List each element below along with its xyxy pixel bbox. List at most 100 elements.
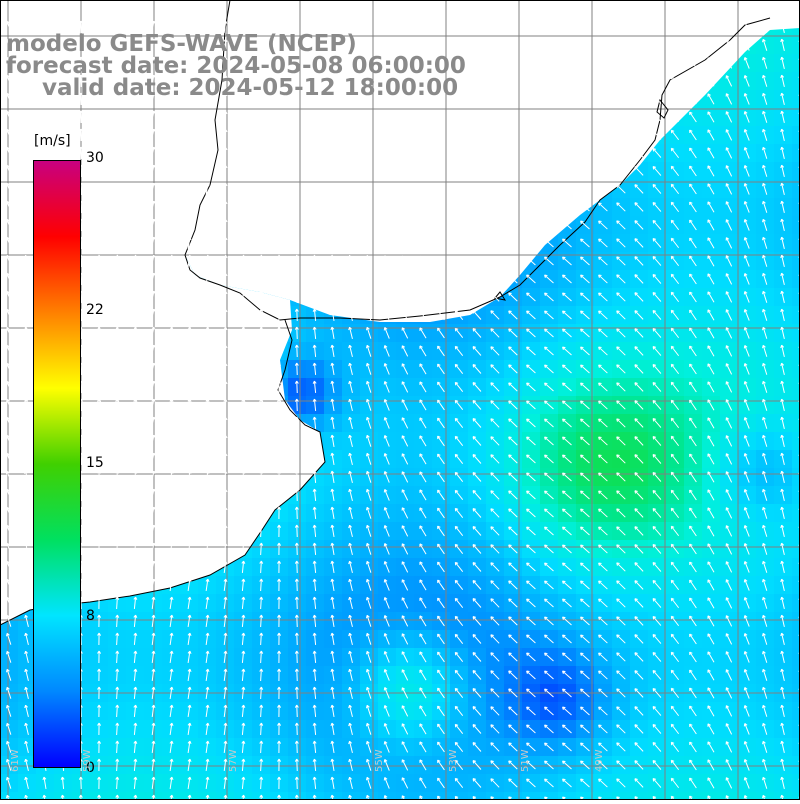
wind-vector-arrow bbox=[725, 183, 733, 195]
wind-vector-arrow bbox=[205, 218, 210, 232]
wind-vector-arrow bbox=[115, 632, 120, 646]
wind-vector-arrow bbox=[348, 524, 353, 537]
wind-vector-arrow bbox=[223, 20, 228, 34]
wind-vector-arrow bbox=[616, 760, 626, 770]
wind-vector-arrow bbox=[544, 562, 554, 572]
wind-vector-arrow bbox=[762, 668, 768, 681]
wind-vector-arrow bbox=[508, 22, 518, 32]
wind-vector-arrow bbox=[24, 434, 29, 447]
wind-vector-arrow bbox=[419, 633, 427, 645]
wind-vector-arrow bbox=[259, 722, 264, 736]
wind-vector-arrow bbox=[78, 38, 83, 52]
wind-vector-arrow bbox=[580, 256, 590, 266]
wind-vector-arrow bbox=[780, 776, 785, 789]
wind-vector-arrow bbox=[544, 184, 554, 194]
wind-vector-arrow bbox=[365, 416, 372, 429]
wind-vector-arrow bbox=[241, 92, 246, 106]
wind-vector-arrow bbox=[472, 292, 482, 302]
wind-vector-arrow bbox=[151, 722, 156, 736]
wind-vector-arrow bbox=[330, 164, 335, 177]
wind-vector-arrow bbox=[652, 633, 662, 644]
wind-vector-arrow bbox=[652, 651, 662, 662]
wind-vector-arrow bbox=[780, 20, 785, 33]
wind-vector-arrow bbox=[24, 254, 29, 267]
wind-vector-arrow bbox=[652, 507, 662, 518]
wind-vector-arrow bbox=[725, 345, 733, 357]
colorbar-tick-22: 22 bbox=[86, 302, 104, 318]
wind-vector-arrow bbox=[151, 38, 156, 52]
wind-vector-arrow bbox=[598, 364, 608, 374]
wind-vector-arrow bbox=[454, 147, 464, 159]
wind-vector-arrow bbox=[169, 200, 174, 214]
wind-vector-arrow bbox=[348, 182, 353, 195]
wind-vector-arrow bbox=[616, 238, 626, 248]
wind-vector-arrow bbox=[277, 272, 282, 286]
wind-speed-cell bbox=[792, 360, 800, 378]
wind-vector-arrow bbox=[598, 562, 608, 572]
wind-vector-arrow bbox=[544, 778, 554, 788]
wind-vector-arrow bbox=[259, 686, 264, 700]
wind-vector-arrow bbox=[689, 669, 697, 681]
wind-vector-arrow bbox=[508, 94, 518, 104]
wind-vector-arrow bbox=[762, 614, 768, 627]
wind-vector-arrow bbox=[24, 416, 29, 429]
wind-vector-arrow bbox=[223, 596, 228, 610]
wind-vector-arrow bbox=[454, 129, 464, 141]
wind-vector-arrow bbox=[115, 560, 120, 574]
wind-vector-arrow bbox=[383, 723, 390, 735]
wind-vector-arrow bbox=[133, 686, 138, 700]
wind-vector-arrow bbox=[169, 488, 174, 502]
wind-vector-arrow bbox=[725, 129, 733, 141]
wind-vector-arrow bbox=[562, 112, 572, 122]
wind-vector-arrow bbox=[762, 632, 768, 645]
wind-vector-arrow bbox=[725, 507, 733, 519]
wind-vector-arrow bbox=[562, 688, 572, 698]
wind-vector-arrow bbox=[580, 742, 590, 752]
wind-vector-arrow bbox=[97, 92, 102, 106]
wind-vector-arrow bbox=[401, 525, 409, 537]
wind-vector-arrow bbox=[437, 147, 445, 159]
wind-vector-arrow bbox=[241, 344, 246, 358]
wind-vector-arrow bbox=[725, 147, 733, 159]
wind-vector-arrow bbox=[598, 58, 608, 68]
wind-vector-arrow bbox=[544, 634, 554, 644]
wind-vector-arrow bbox=[205, 506, 210, 520]
wind-vector-arrow bbox=[689, 237, 697, 249]
wind-vector-arrow bbox=[312, 722, 317, 736]
wind-vector-arrow bbox=[743, 777, 750, 789]
wind-vector-arrow bbox=[401, 75, 409, 87]
wind-vector-arrow bbox=[437, 165, 445, 177]
wind-vector-arrow bbox=[598, 130, 608, 140]
wind-vector-arrow bbox=[133, 704, 138, 718]
wind-vector-arrow bbox=[544, 652, 554, 662]
wind-vector-arrow bbox=[762, 596, 768, 609]
wind-vector-arrow bbox=[743, 561, 750, 573]
wind-vector-arrow bbox=[419, 543, 427, 555]
wind-speed-cell bbox=[792, 234, 800, 252]
wind-vector-arrow bbox=[169, 38, 174, 52]
wind-vector-arrow bbox=[330, 542, 335, 555]
wind-vector-arrow bbox=[365, 344, 372, 357]
wind-vector-arrow bbox=[383, 93, 390, 105]
wind-vector-arrow bbox=[330, 524, 335, 537]
wind-vector-arrow bbox=[294, 758, 299, 772]
wind-vector-arrow bbox=[294, 560, 299, 574]
wind-vector-arrow bbox=[294, 434, 299, 448]
wind-vector-arrow bbox=[689, 777, 697, 789]
wind-vector-arrow bbox=[151, 758, 156, 772]
wind-vector-arrow bbox=[616, 580, 626, 590]
wind-vector-arrow bbox=[151, 56, 156, 70]
wind-vector-arrow bbox=[616, 706, 626, 716]
wind-vector-arrow bbox=[580, 490, 590, 500]
wind-vector-arrow bbox=[24, 650, 29, 663]
wind-vector-arrow bbox=[277, 362, 282, 376]
wind-vector-arrow bbox=[42, 92, 47, 106]
wind-vector-arrow bbox=[508, 112, 518, 122]
wind-vector-arrow bbox=[383, 579, 390, 591]
wind-vector-arrow bbox=[115, 704, 120, 718]
wind-vector-arrow bbox=[454, 345, 464, 357]
wind-vector-arrow bbox=[97, 704, 102, 718]
wind-speed-cell bbox=[792, 774, 800, 792]
wind-speed-cell bbox=[792, 306, 800, 324]
wind-vector-arrow bbox=[348, 542, 353, 555]
